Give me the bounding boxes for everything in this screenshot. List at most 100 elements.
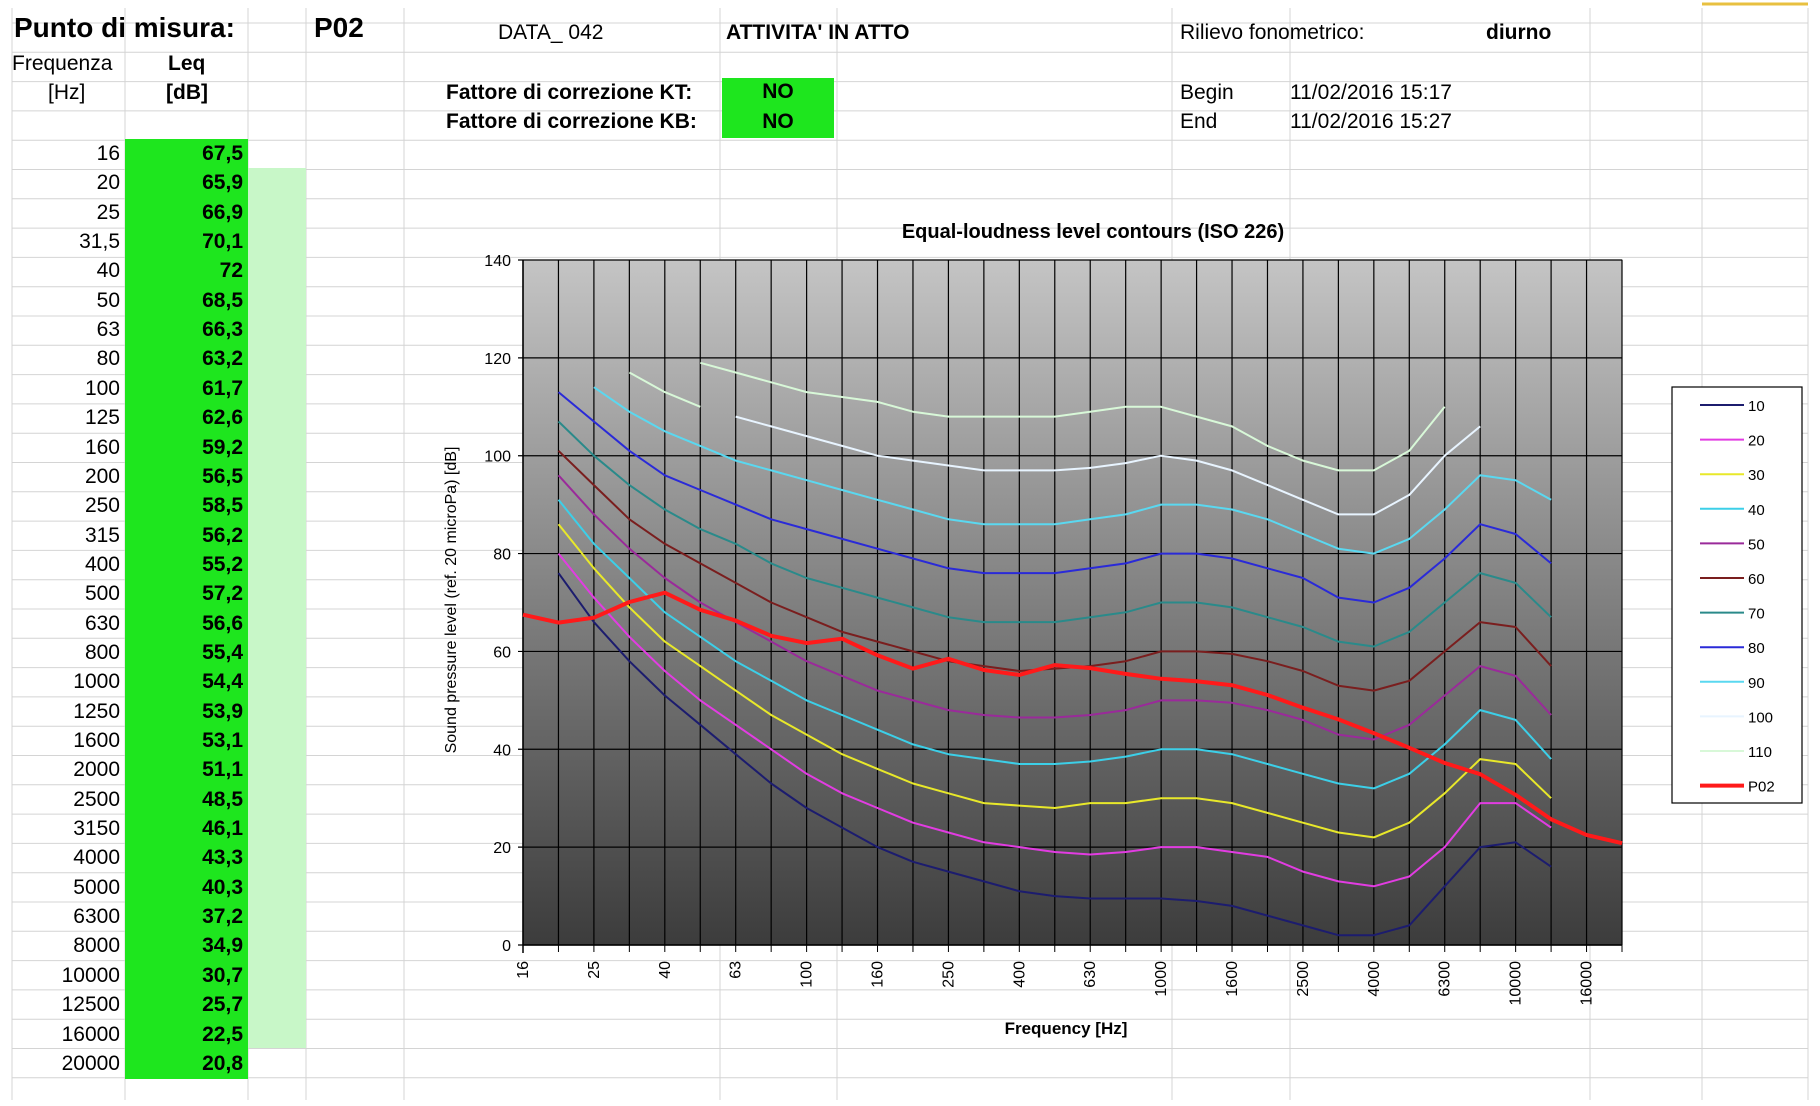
begin-value: 11/02/2016 15:17 [1290,81,1452,104]
leq-cell: 66,9 [202,200,243,224]
y-axis-label: Sound pressure level (ref. 20 microPa) [… [443,447,460,754]
data-code: DATA_ 042 [498,21,604,44]
series-line-30 [557,523,1552,839]
leq-cell: 65,9 [202,171,243,195]
freq-cell: 20 [96,171,120,195]
leq-cell: 54,4 [202,670,243,694]
freq-cell: 315 [84,523,120,547]
freq-cell: 80 [96,347,120,371]
freq-cell: 500 [84,582,120,606]
y-tick-label: 60 [493,644,511,661]
x-tick-label: 6300 [1437,961,1454,997]
y-tick-label: 120 [484,351,511,368]
leq-cell: 46,1 [202,817,243,841]
freq-cell: 630 [84,611,120,635]
x-tick-label: 40 [657,961,674,979]
series-line-70 [557,420,1552,648]
legend-label: 70 [1748,606,1765,623]
freq-cell: 2500 [73,787,120,811]
series-line-90 [593,386,1552,555]
legend-label: P02 [1748,779,1775,796]
point-id: P02 [314,12,364,43]
leq-cell: 56,5 [202,464,243,488]
kb-value: NO [722,108,834,138]
leq-cell: 55,2 [202,552,243,576]
x-tick-label: 16000 [1579,961,1596,1006]
leq-cell: 63,2 [202,347,243,371]
freq-cell: 100 [84,376,120,400]
freq-cell: 50 [96,288,120,312]
kt-value: NO [722,78,834,108]
leq-cell: 59,2 [202,435,243,459]
x-tick-label: 10000 [1508,961,1525,1006]
leq-light-column [248,168,306,1048]
legend-label: 40 [1748,502,1765,519]
leq-cell: 25,7 [202,993,243,1017]
point-title: Punto di misura: [14,12,235,43]
leq-cell: 20,8 [202,1051,243,1075]
leq-cell: 30,7 [202,963,243,987]
legend-box [1671,386,1803,804]
legend-label: 20 [1748,433,1765,450]
leq-cell: 57,2 [202,582,243,606]
freq-header: Frequenza [12,52,113,75]
series-line-P02 [522,590,1623,846]
freq-cell: 250 [84,494,120,518]
x-tick-label: 1000 [1153,961,1170,997]
freq-cell: 16000 [61,1022,120,1046]
freq-cell: 16 [96,142,120,165]
freq-cell: 25 [96,200,120,224]
survey-value: diurno [1486,21,1552,44]
x-axis-label: Frequency [Hz] [1005,1019,1128,1038]
leq-cell: 53,1 [202,729,243,752]
freq-cell: 125 [84,406,120,430]
leq-cell: 40,3 [202,875,243,899]
x-tick-label: 100 [799,961,816,988]
freq-cell: 160 [84,435,120,459]
freq-cell: 20000 [61,1051,120,1075]
end-value: 11/02/2016 15:27 [1290,110,1452,133]
begin-label: Begin [1180,81,1234,104]
x-tick-label: 250 [940,961,957,988]
leq-unit: [dB] [166,81,208,104]
series-line-40 [557,499,1552,790]
legend-label: 30 [1748,467,1765,484]
leq-cell: 62,6 [202,406,243,430]
freq-cell: 40 [96,259,120,283]
y-tick-label: 0 [502,938,511,955]
series-line-20 [557,552,1552,888]
series-line-80 [557,391,1552,604]
legend-label: 100 [1748,709,1773,726]
chart-title: Equal-loudness level contours (ISO 226) [902,221,1284,243]
freq-cell: 400 [84,552,120,576]
freq-cell: 4000 [73,846,120,870]
x-tick-label: 4000 [1366,961,1383,997]
legend-label: 110 [1748,744,1772,761]
freq-cell: 2000 [73,758,120,782]
leq-cell: 43,3 [202,846,243,870]
freq-cell: 5000 [73,875,120,899]
freq-unit: [Hz] [48,81,86,104]
legend-label: 60 [1748,571,1765,588]
series-line-10 [557,572,1552,937]
freq-cell: 31,5 [79,230,120,254]
series-line-110 [628,371,701,408]
leq-cell: 68,5 [202,288,243,312]
y-tick-label: 140 [484,253,511,270]
y-tick-label: 40 [493,742,511,759]
leq-cell: 51,1 [202,758,243,782]
leq-cell: 22,5 [202,1022,243,1046]
survey-label: Rilievo fonometrico: [1180,21,1365,44]
series-line-60 [557,450,1552,692]
freq-cell: 200 [84,464,120,488]
legend-label: 80 [1748,640,1765,657]
leq-cell: 48,5 [202,787,243,811]
leq-cell: 61,7 [202,376,243,400]
leq-cell: 53,9 [202,699,243,723]
kb-label: Fattore di correzione KB: [446,110,697,133]
end-label: End [1180,110,1218,133]
legend-label: 90 [1748,675,1765,692]
freq-cell: 800 [84,640,120,664]
x-tick-label: 400 [1011,961,1028,988]
